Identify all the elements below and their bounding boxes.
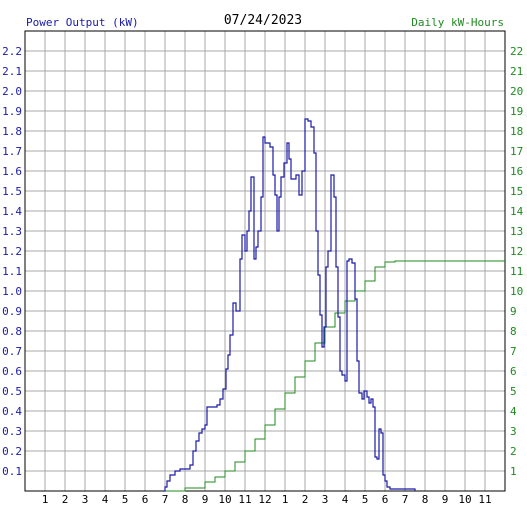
grid xyxy=(25,31,505,491)
y-right-tick-label: 8 xyxy=(510,325,517,338)
y-left-tick-label: 0.6 xyxy=(2,365,22,378)
y-left-tick-label: 1.4 xyxy=(2,205,22,218)
x-tick-label: 12 xyxy=(258,493,271,506)
x-tick-label: 6 xyxy=(382,493,389,506)
y-right-tick-label: 16 xyxy=(510,165,523,178)
y-right-tick-label: 14 xyxy=(510,205,524,218)
y-left-tick-label: 1.2 xyxy=(2,245,22,258)
x-tick-label: 2 xyxy=(62,493,69,506)
y-right-tick-label: 7 xyxy=(510,345,517,358)
x-tick-label: 10 xyxy=(458,493,471,506)
x-tick-label: 7 xyxy=(162,493,169,506)
y-left-tick-label: 1.7 xyxy=(2,145,22,158)
y-right-tick-label: 4 xyxy=(510,405,517,418)
y-left-tick-label: 1.8 xyxy=(2,125,22,138)
y-left-tick-label: 1.6 xyxy=(2,165,22,178)
y-right-tick-label: 10 xyxy=(510,285,523,298)
y-right-tick-label: 3 xyxy=(510,425,517,438)
y-left-axis-ticks: 0.1 0.2 0.3 0.4 0.5 0.6 0.7 0.8 0.9 1.0 1.1 1.2 1.3 1… xyxy=(2,45,22,478)
x-tick-label: 1 xyxy=(42,493,49,506)
y-right-tick-label: 19 xyxy=(510,105,523,118)
x-tick-label: 10 xyxy=(218,493,231,506)
y-right-tick-label: 22 xyxy=(510,45,523,58)
y-left-tick-label: 0.9 xyxy=(2,305,22,318)
x-tick-label: 7 xyxy=(402,493,409,506)
x-tick-label: 11 xyxy=(478,493,491,506)
y-right-tick-label: 6 xyxy=(510,365,517,378)
x-axis-ticks: 1 2 3 4 5 6 7 8 9 10 11 12 1 2 3 4 5 6 7 8 9 10 11 xyxy=(42,493,492,506)
y-right-tick-label: 12 xyxy=(510,245,523,258)
y-right-tick-label: 9 xyxy=(510,305,517,318)
y-left-tick-label: 1.5 xyxy=(2,185,22,198)
y-left-tick-label: 0.5 xyxy=(2,385,22,398)
x-tick-label: 2 xyxy=(302,493,309,506)
daily-kwh-series xyxy=(165,260,505,492)
daily-kwh-line xyxy=(165,260,505,492)
x-tick-label: 4 xyxy=(102,493,109,506)
x-tick-label: 8 xyxy=(182,493,189,506)
x-tick-label: 11 xyxy=(238,493,251,506)
x-tick-label: 9 xyxy=(442,493,449,506)
y-left-tick-label: 0.4 xyxy=(2,405,22,418)
y-left-tick-label: 2.2 xyxy=(2,45,22,58)
y-left-tick-label: 1.1 xyxy=(2,265,22,278)
x-tick-label: 3 xyxy=(322,493,329,506)
y-right-tick-label: 11 xyxy=(510,265,523,278)
y-right-tick-label: 2 xyxy=(510,445,517,458)
x-tick-label: 9 xyxy=(202,493,209,506)
y-right-tick-label: 21 xyxy=(510,65,523,78)
y-right-tick-label: 5 xyxy=(510,385,517,398)
y-left-tick-label: 2.1 xyxy=(2,65,22,78)
y-right-tick-label: 17 xyxy=(510,145,523,158)
y-left-tick-label: 1.0 xyxy=(2,285,22,298)
y-left-tick-label: 1.3 xyxy=(2,225,22,238)
power-output-line xyxy=(163,118,416,492)
left-axis-title: Power Output (kW) xyxy=(26,16,139,29)
x-tick-label: 8 xyxy=(422,493,429,506)
y-right-tick-label: 1 xyxy=(510,465,517,478)
y-left-tick-label: 0.8 xyxy=(2,325,22,338)
y-left-tick-label: 0.2 xyxy=(2,445,22,458)
y-left-tick-label: 1.9 xyxy=(2,105,22,118)
x-tick-label: 6 xyxy=(142,493,149,506)
chart-title: 07/24/2023 xyxy=(224,13,302,28)
x-tick-label: 5 xyxy=(362,493,369,506)
right-axis-title: Daily kW-Hours xyxy=(411,16,504,29)
y-right-tick-label: 18 xyxy=(510,125,523,138)
y-left-tick-label: 2.0 xyxy=(2,85,22,98)
power-output-series xyxy=(163,118,416,492)
y-right-tick-label: 20 xyxy=(510,85,523,98)
y-right-tick-label: 13 xyxy=(510,225,523,238)
y-left-tick-label: 0.1 xyxy=(2,465,22,478)
x-tick-label: 5 xyxy=(122,493,129,506)
y-right-tick-label: 15 xyxy=(510,185,523,198)
y-left-tick-label: 0.3 xyxy=(2,425,22,438)
y-left-tick-label: 0.7 xyxy=(2,345,22,358)
x-tick-label: 1 xyxy=(282,493,289,506)
x-tick-label: 4 xyxy=(342,493,349,506)
x-tick-label: 3 xyxy=(82,493,89,506)
